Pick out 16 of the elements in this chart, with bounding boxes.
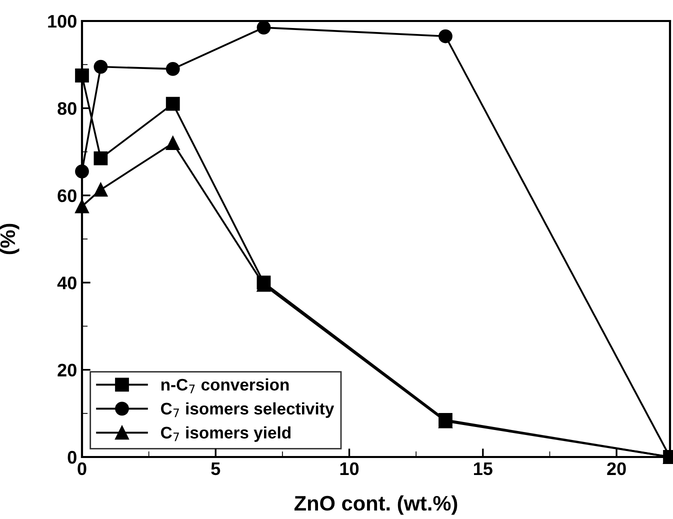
y-axis-title: (%) xyxy=(0,224,20,254)
y-tick-label: 80 xyxy=(58,102,76,115)
x-axis-title: ZnO cont. (wt.%) xyxy=(294,495,458,515)
x-tick-label: 0 xyxy=(78,462,86,476)
legend-label: n-C$_{7}$ conversion xyxy=(161,378,289,394)
legend-label: C$_{7}$ isomers selectivity xyxy=(161,402,334,418)
legend-label: C$_{7}$ isomers yield xyxy=(161,426,290,442)
y-tick-label: 100 xyxy=(48,14,76,28)
x-tick-label: 15 xyxy=(474,462,492,476)
y-tick-label: 20 xyxy=(58,364,76,377)
y-tick-label: 0 xyxy=(68,450,76,464)
x-tick-label: 20 xyxy=(607,462,626,476)
x-tick-label: 5 xyxy=(211,462,220,476)
y-tick-label: 60 xyxy=(58,189,76,202)
y-tick-label: 40 xyxy=(57,276,76,290)
x-tick-label: 10 xyxy=(340,462,359,476)
